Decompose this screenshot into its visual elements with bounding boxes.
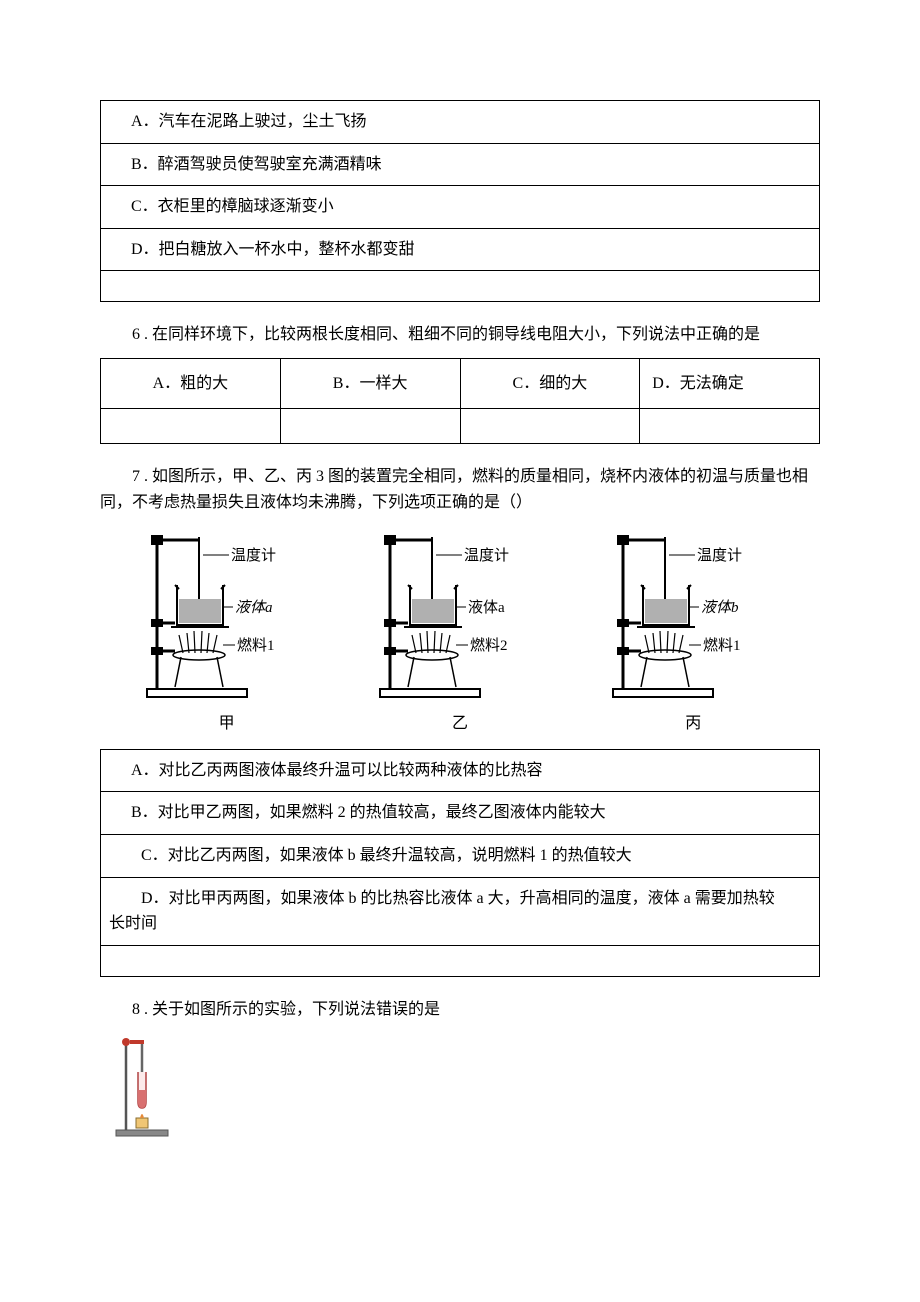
q5-option-c: C．衣柜里的樟脑球逐渐变小	[101, 186, 819, 229]
q6-option-c: C．细的大	[460, 358, 640, 408]
apparatus-label-bing: 丙	[685, 711, 701, 737]
apparatus-yi-svg: 温度计 液体a 燃料2	[370, 527, 550, 707]
liquid-label-jia: 液体a	[235, 599, 273, 616]
q6-empty-a	[101, 408, 281, 443]
q5-option-b: B．醉酒驾驶员使驾驶室充满酒精味	[101, 144, 819, 187]
q7-text: 7 . 如图所示，甲、乙、丙 3 图的装置完全相同，燃料的质量相同，烧杯内液体的…	[100, 464, 820, 515]
q7-diagram-row: 温度计 液体a	[110, 527, 810, 737]
fuel-label-yi: 燃料2	[470, 636, 508, 654]
q6-option-b: B．一样大	[280, 358, 460, 408]
apparatus-bing-svg: 温度计 液体b 燃料1	[603, 527, 783, 707]
q5-option-d: D．把白糖放入一杯水中，整杯水都变甜	[101, 229, 819, 272]
apparatus-jia: 温度计 液体a	[137, 527, 317, 737]
q7-option-c: C．对比乙丙两图，如果液体 b 最终升温较高，说明燃料 1 的热值较大	[101, 835, 819, 878]
q7-options-box: A．对比乙丙两图液体最终升温可以比较两种液体的比热容 B．对比甲乙两图，如果燃料…	[100, 749, 820, 977]
apparatus-label-yi: 乙	[452, 711, 468, 737]
thermometer-label-bing: 温度计	[697, 547, 742, 564]
q6-empty-c	[460, 408, 640, 443]
q5-empty-row	[101, 271, 819, 301]
q6-empty-b	[280, 408, 460, 443]
q6-option-d: D．无法确定	[640, 358, 820, 408]
liquid-label-yi: 液体a	[468, 599, 505, 616]
q6-option-a: A．粗的大	[101, 358, 281, 408]
q5-options-box: A．汽车在泥路上驶过，尘土飞扬 B．醉酒驾驶员使驾驶室充满酒精味 C．衣柜里的樟…	[100, 100, 820, 302]
q5-option-a: A．汽车在泥路上驶过，尘土飞扬	[101, 101, 819, 144]
apparatus-yi: 温度计 液体a 燃料2 乙	[370, 527, 550, 737]
apparatus-jia-svg: 温度计 液体a	[137, 527, 317, 707]
q8-diagram	[110, 1032, 810, 1151]
q7-empty-row	[101, 946, 819, 976]
thermometer-label-yi: 温度计	[464, 547, 509, 564]
q6-text: 6 . 在同样环境下，比较两根长度相同、粗细不同的铜导线电阻大小，下列说法中正确…	[100, 322, 820, 348]
apparatus-label-jia: 甲	[219, 711, 235, 737]
q6-options-table: A．粗的大 B．一样大 C．细的大 D．无法确定	[100, 358, 820, 444]
q8-apparatus-svg	[110, 1032, 180, 1142]
q8-text: 8 . 关于如图所示的实验，下列说法错误的是	[100, 997, 820, 1023]
apparatus-bing: 温度计 液体b 燃料1 丙	[603, 527, 783, 737]
fuel-label-jia: 燃料1	[237, 636, 275, 654]
q7-option-b: B．对比甲乙两图，如果燃料 2 的热值较高，最终乙图液体内能较大	[101, 792, 819, 835]
thermometer-label-jia: 温度计	[231, 547, 276, 564]
q7-option-a: A．对比乙丙两图液体最终升温可以比较两种液体的比热容	[101, 750, 819, 793]
q7-option-d: D．对比甲丙两图，如果液体 b 的比热容比液体 a 大，升高相同的温度，液体 a…	[101, 878, 819, 946]
liquid-label-bing: 液体b	[701, 599, 739, 616]
q6-empty-d	[640, 408, 820, 443]
fuel-label-bing: 燃料1	[703, 636, 741, 654]
